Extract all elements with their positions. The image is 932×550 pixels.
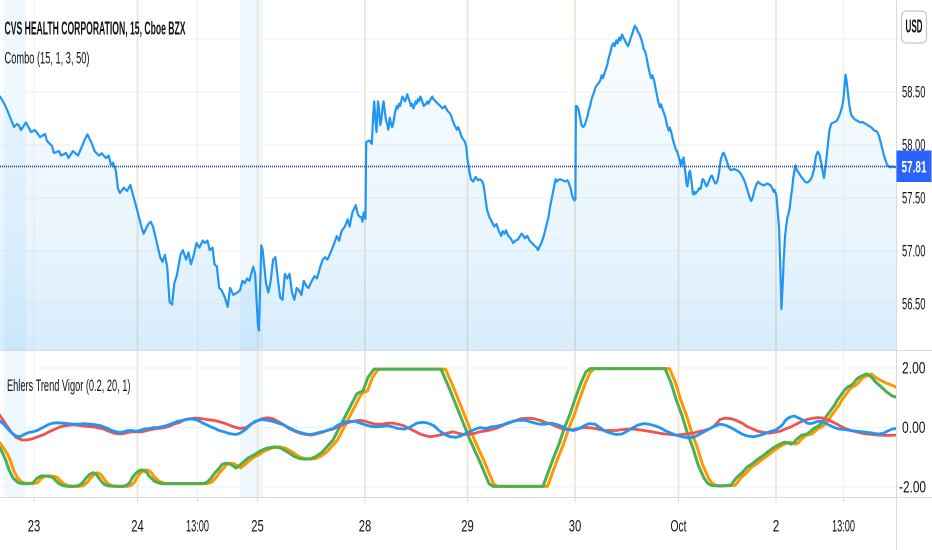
svg-text:57.50: 57.50	[902, 190, 926, 208]
svg-text:2.00: 2.00	[902, 360, 926, 378]
svg-text:CVS HEALTH CORPORATION, 15, Cb: CVS HEALTH CORPORATION, 15, Cboe BZX	[5, 19, 186, 39]
svg-text:57.81: 57.81	[902, 159, 927, 177]
svg-text:23: 23	[28, 518, 41, 536]
svg-text:Ehlers Trend Vigor (0.2, 20, 1: Ehlers Trend Vigor (0.2, 20, 1)	[7, 377, 131, 395]
svg-text:0.00: 0.00	[902, 419, 926, 437]
svg-text:56.50: 56.50	[902, 296, 926, 314]
svg-text:13:00: 13:00	[186, 518, 209, 536]
svg-text:28: 28	[359, 518, 372, 536]
svg-text:57.00: 57.00	[902, 243, 926, 261]
svg-text:2: 2	[773, 518, 780, 536]
svg-text:58.00: 58.00	[902, 137, 926, 155]
svg-text:30: 30	[569, 518, 582, 536]
svg-text:USD: USD	[906, 17, 923, 37]
svg-text:29: 29	[461, 518, 474, 536]
svg-text:-2.00: -2.00	[899, 479, 926, 497]
svg-text:Oct: Oct	[671, 518, 687, 536]
svg-text:25: 25	[251, 518, 264, 536]
svg-text:Combo (15, 1, 3, 50): Combo (15, 1, 3, 50)	[5, 50, 90, 68]
svg-text:13:00: 13:00	[832, 518, 855, 536]
svg-text:58.50: 58.50	[902, 84, 926, 102]
svg-text:24: 24	[131, 518, 144, 536]
